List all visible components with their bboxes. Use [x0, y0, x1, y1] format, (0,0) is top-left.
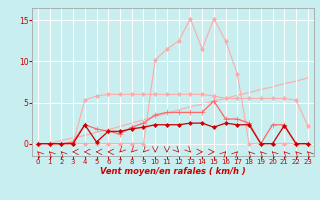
X-axis label: Vent moyen/en rafales ( km/h ): Vent moyen/en rafales ( km/h ): [100, 167, 246, 176]
